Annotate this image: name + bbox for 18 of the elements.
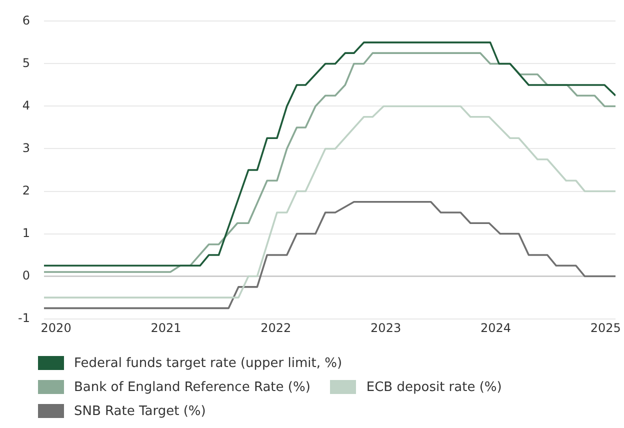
y-tick-label: 5	[22, 56, 30, 70]
legend-label: Bank of England Reference Rate (%)	[74, 380, 310, 394]
legend-label: ECB deposit rate (%)	[366, 380, 502, 394]
y-tick-label: 4	[22, 98, 30, 112]
y-tick-label: 0	[22, 268, 30, 282]
legend-label: SNB Rate Target (%)	[74, 404, 206, 418]
x-tick-label: 2021	[150, 321, 182, 336]
y-tick-label: 6	[22, 13, 30, 28]
y-tick-label: 3	[22, 140, 30, 155]
legend-label: Federal funds target rate (upper limit, %)	[74, 356, 342, 370]
x-tick-label: 2023	[370, 321, 402, 336]
y-tick-label: -1	[18, 310, 30, 325]
x-tick-label: 2022	[260, 321, 292, 336]
y-tick-label: 1	[22, 226, 30, 240]
x-tick-label: 2024	[480, 321, 511, 336]
x-tick-label: 2020	[40, 321, 72, 336]
y-tick-label: 2	[22, 183, 30, 198]
x-tick-label: 2025	[590, 321, 621, 336]
